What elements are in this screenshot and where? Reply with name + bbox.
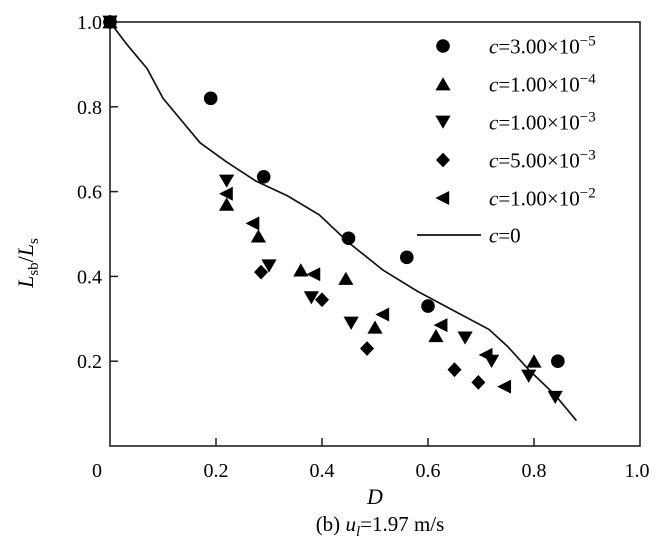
marker-triangle-up xyxy=(250,229,266,243)
x-tick-label: 0.4 xyxy=(310,460,335,482)
curve-c0 xyxy=(109,21,578,422)
series-triangle-left xyxy=(102,15,512,394)
marker-triangle-left xyxy=(219,186,233,201)
marker-triangle-down xyxy=(219,174,235,188)
curve-c0-line xyxy=(109,21,578,422)
series-triangle-up xyxy=(102,15,542,368)
figure-caption: (b) ul=1.97 m/s xyxy=(316,512,445,540)
legend-triangle-up-icon xyxy=(435,77,451,91)
marker-triangle-down xyxy=(261,259,277,273)
marker-diamond xyxy=(360,341,375,356)
legend-item-3: c=5.00×10−3 xyxy=(436,148,596,173)
chart-generated-content: 0 0.2 0.4 0.6 0.8 1.0 0.2 0.4 0.6 0.8 1.0 Lsb/Ls c=3… xyxy=(13,12,650,540)
legend-triangle-left-icon xyxy=(435,191,450,205)
y-axis-title: Lsb/Ls xyxy=(13,238,42,289)
plot-border xyxy=(109,21,641,447)
caption: (b) ul=1.97 m/s xyxy=(316,512,445,540)
plot-frame xyxy=(109,21,641,447)
marker-triangle-down xyxy=(521,369,537,383)
x-axis-title: D xyxy=(366,484,383,509)
marker-triangle-up xyxy=(367,320,383,334)
marker-circle xyxy=(341,231,356,246)
marker-triangle-left xyxy=(102,15,117,29)
axis-ticks xyxy=(110,106,535,446)
marker-triangle-down xyxy=(547,390,563,405)
x-tick-label: 0.8 xyxy=(522,460,547,482)
marker-triangle-left xyxy=(375,307,390,322)
marker-triangle-left xyxy=(433,318,448,333)
marker-triangle-left xyxy=(497,379,512,394)
marker-diamond xyxy=(471,375,486,390)
legend-diamond-icon xyxy=(436,152,450,168)
y-tick-label: 0.6 xyxy=(77,182,102,204)
legend-item-0: c=3.00×10−5 xyxy=(436,34,596,59)
marker-triangle-down xyxy=(303,291,319,305)
marker-diamond xyxy=(254,264,269,280)
marker-triangle-left xyxy=(306,267,321,282)
marker-triangle-up xyxy=(526,354,542,368)
y-axis-title: Lsb/Ls xyxy=(13,238,42,289)
legend-item-4: c=1.00×10−2 xyxy=(435,186,596,211)
legend-label: c=0 xyxy=(489,224,521,248)
legend-item-5: c=0 xyxy=(417,224,521,248)
y-tick-label: 0.2 xyxy=(77,351,102,373)
marker-triangle-up xyxy=(293,263,309,277)
marker-triangle-up xyxy=(338,271,354,285)
legend-label: c=1.00×10−4 xyxy=(489,72,596,97)
marker-triangle-left xyxy=(478,347,493,362)
series-diamond xyxy=(103,14,486,390)
x-tick-label: 0.2 xyxy=(204,460,229,482)
y-tick-label: 0.8 xyxy=(77,97,102,119)
marker-triangle-up xyxy=(428,328,444,343)
marker-circle xyxy=(203,91,218,106)
y-tick-labels: 0.2 0.4 0.6 0.8 1.0 xyxy=(77,12,102,373)
x-tick-labels: 0 0.2 0.4 0.6 0.8 1.0 xyxy=(92,460,650,482)
y-tick-label: 0.4 xyxy=(77,266,102,288)
legend-label: c=1.00×10−3 xyxy=(489,110,596,135)
marker-circle xyxy=(551,354,565,369)
marker-diamond xyxy=(447,362,462,378)
legend-label: c=3.00×10−5 xyxy=(489,34,596,59)
marker-triangle-left xyxy=(245,216,260,231)
y-tick-label: 1.0 xyxy=(77,12,102,34)
legend-circle-icon xyxy=(436,39,450,53)
legend-item-1: c=1.00×10−4 xyxy=(435,72,596,97)
legend-label: c=1.00×10−2 xyxy=(489,186,596,211)
x-tick-label: 0 xyxy=(92,460,102,482)
x-tick-label: 0.6 xyxy=(416,460,441,482)
marker-triangle-down xyxy=(343,316,359,330)
x-tick-label: 1.0 xyxy=(625,460,650,482)
marker-circle xyxy=(400,250,414,265)
legend-label: c=5.00×10−3 xyxy=(489,148,596,173)
marker-circle xyxy=(256,169,271,184)
marker-diamond xyxy=(315,292,329,308)
marker-triangle-down xyxy=(457,331,473,345)
legend-triangle-down-icon xyxy=(435,115,451,129)
legend-item-2: c=1.00×10−3 xyxy=(435,110,596,135)
marker-circle xyxy=(421,299,435,313)
marker-triangle-up xyxy=(219,197,235,211)
legend: c=3.00×10−5 c=1.00×10−4 c=1.00×10−3 c=5.00×… xyxy=(417,34,596,248)
